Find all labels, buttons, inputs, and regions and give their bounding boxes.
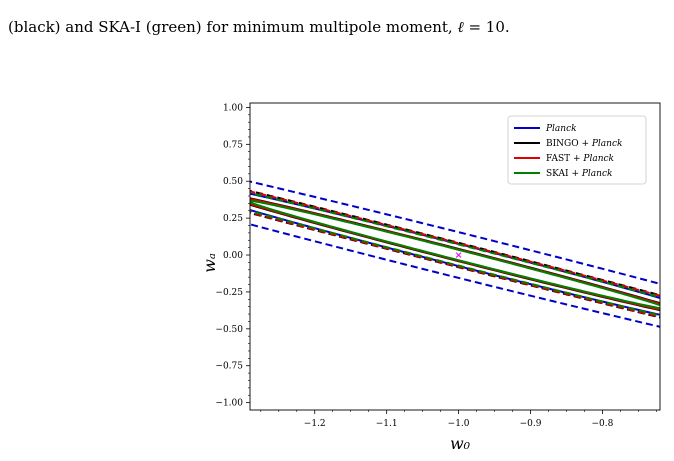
x-tick-label: −1.2: [304, 419, 326, 429]
fiducial-marker: [455, 252, 462, 258]
caption-ell-symbol: ℓ: [457, 18, 464, 36]
y-tick-label: 0.25: [223, 214, 243, 224]
legend-label-name: Planck: [545, 124, 577, 134]
legend-label-name: Planck: [582, 154, 614, 164]
fiducial-stroke-2: [455, 252, 462, 258]
y-tick-label: −1.00: [215, 399, 243, 409]
x-tick-label: −1.0: [448, 419, 470, 429]
y-tick-label: 0.75: [223, 140, 243, 150]
y-tick-label: 1.00: [223, 103, 243, 113]
plot-frame: [249, 102, 661, 411]
legend-label-prefix: SKAI +: [546, 169, 582, 179]
legend-label: BINGO + Planck: [546, 139, 622, 149]
x-axis-ticks: −1.2 −1.1 −1.0 −0.9 −0.8: [260, 410, 657, 429]
legend-box: [507, 115, 647, 185]
x-tick-label: −0.9: [520, 419, 542, 429]
y-tick-label: −0.25: [215, 288, 243, 298]
legend-label-prefix: FAST +: [546, 154, 583, 164]
figure-caption: (black) and SKA-I (green) for minimum mu…: [8, 18, 510, 37]
caption-suffix: = 10.: [463, 18, 510, 36]
legend-label-name: Planck: [581, 169, 613, 179]
legend-label-prefix: BINGO +: [546, 139, 592, 149]
contour-group: [250, 180, 660, 328]
contour-skai-planck-1sigma: [250, 199, 660, 310]
y-tick-label: −0.75: [215, 362, 243, 372]
legend-label: Planck: [545, 124, 577, 134]
legend-label: SKAI + Planck: [546, 169, 612, 179]
legend-label: FAST + Planck: [546, 154, 614, 164]
legend-label-name: Planck: [591, 139, 623, 149]
x-tick-label: −0.8: [592, 419, 614, 429]
x-tick-label: −1.1: [376, 419, 398, 429]
y-tick-label: −0.50: [215, 325, 243, 335]
y-axis-ticks: 1.00 0.75 0.50 0.25 0.00 −0.25 −0.50 −0.75 −1.00: [215, 103, 250, 409]
contour-skai-planck-2sigma: [250, 191, 660, 317]
y-tick-label: 0.50: [223, 177, 243, 187]
caption-prefix: (black) and SKA-I (green) for minimum mu…: [8, 18, 458, 36]
y-axis-label: wₐ: [200, 253, 219, 273]
contour-bingo-planck-1sigma: [250, 197, 660, 312]
x-axis-label: w₀: [450, 434, 471, 453]
y-tick-label: 0.00: [223, 251, 243, 261]
